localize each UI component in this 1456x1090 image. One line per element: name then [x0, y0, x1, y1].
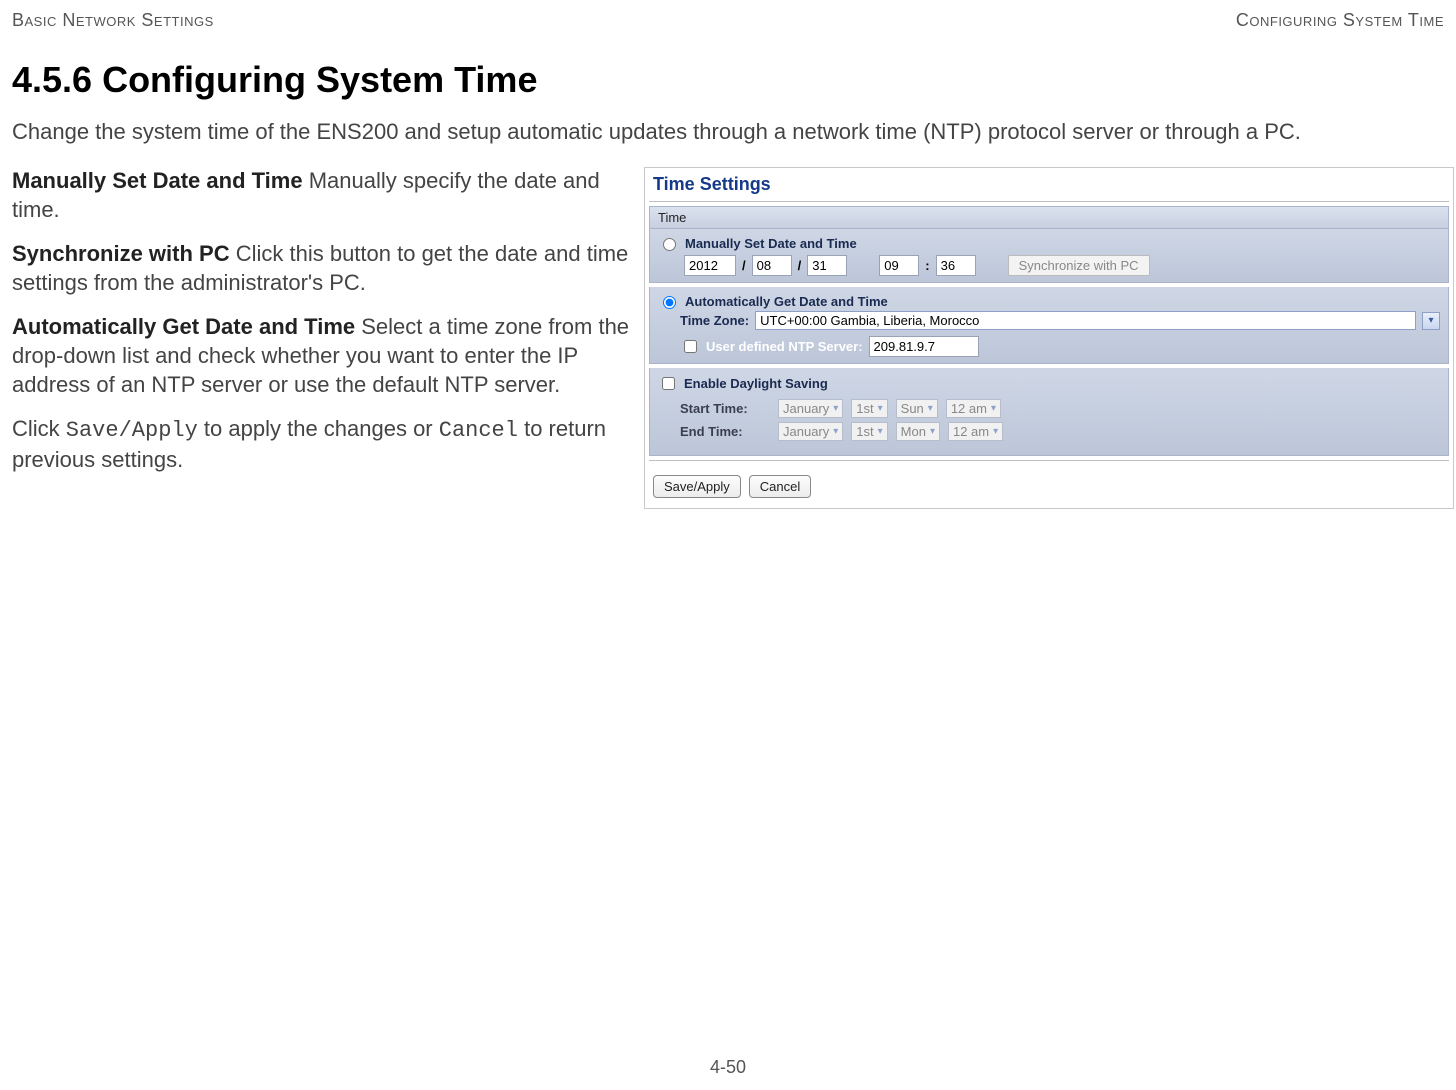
dst-start-week-select[interactable]: 1st▾ — [851, 399, 887, 418]
manual-date-row: / / : Synchronize with PC — [658, 251, 1440, 276]
dst-end-hour-select[interactable]: 12 am▾ — [948, 422, 1003, 441]
desc-auto-bold: Automatically Get Date and Time — [12, 314, 355, 339]
desc-sync: Synchronize with PC Click this button to… — [12, 240, 632, 297]
month-input[interactable] — [752, 255, 792, 276]
dst-start-month-select[interactable]: January▾ — [778, 399, 843, 418]
cancel-button[interactable]: Cancel — [749, 475, 811, 498]
divider — [649, 460, 1449, 461]
day-input[interactable] — [807, 255, 847, 276]
chevron-down-icon: ▾ — [878, 403, 883, 414]
ntp-label: User defined NTP Server: — [706, 339, 863, 354]
manual-radio[interactable] — [663, 238, 676, 251]
desc-sync-bold: Synchronize with PC — [12, 241, 230, 266]
save-apply-button[interactable]: Save/Apply — [653, 475, 741, 498]
dst-start-label: Start Time: — [680, 401, 770, 416]
time-section-header: Time — [649, 206, 1449, 229]
dst-start-day-select[interactable]: Sun▾ — [896, 399, 938, 418]
chevron-down-icon: ▾ — [878, 426, 883, 437]
intro-text: Change the system time of the ENS200 and… — [12, 119, 1444, 145]
auto-label: Automatically Get Date and Time — [685, 294, 888, 309]
dst-end-day-select[interactable]: Mon▾ — [896, 422, 940, 441]
timezone-label: Time Zone: — [680, 313, 749, 328]
dst-start-row: Start Time: January▾ 1st▾ Sun▾ 12 am▾ — [680, 399, 1440, 418]
dst-end-week-select[interactable]: 1st▾ — [851, 422, 887, 441]
header-right: Configuring System Time — [1236, 10, 1444, 31]
desc-manual: Manually Set Date and Time Manually spec… — [12, 167, 632, 224]
dst-end-row: End Time: January▾ 1st▾ Mon▾ 12 am▾ — [680, 422, 1440, 441]
date-sep-2: / — [798, 258, 802, 273]
dst-header: Enable Daylight Saving — [684, 376, 828, 391]
hour-input[interactable] — [879, 255, 919, 276]
description-column: Manually Set Date and Time Manually spec… — [12, 167, 632, 509]
desc-apply: Click Save/Apply to apply the changes or… — [12, 415, 632, 474]
desc-auto: Automatically Get Date and Time Select a… — [12, 313, 632, 399]
dst-checkbox[interactable] — [662, 377, 675, 390]
desc-apply-code2: Cancel — [439, 418, 518, 443]
chevron-down-icon: ▾ — [993, 426, 998, 437]
desc-apply-code1: Save/Apply — [66, 418, 198, 443]
page-number: 4-50 — [0, 1057, 1456, 1078]
chevron-down-icon: ▾ — [833, 403, 838, 414]
auto-radio[interactable] — [663, 296, 676, 309]
desc-apply-pre: Click — [12, 416, 66, 441]
manual-label: Manually Set Date and Time — [685, 236, 857, 251]
timezone-select[interactable]: UTC+00:00 Gambia, Liberia, Morocco — [755, 311, 1416, 330]
dst-end-month-select[interactable]: January▾ — [778, 422, 843, 441]
action-bar: Save/Apply Cancel — [645, 465, 1453, 508]
auto-section: Automatically Get Date and Time Time Zon… — [649, 287, 1449, 364]
minute-input[interactable] — [936, 255, 976, 276]
manual-section: Manually Set Date and Time / / : Synchro… — [649, 229, 1449, 283]
header-left: Basic Network Settings — [12, 10, 214, 31]
page-title: 4.5.6 Configuring System Time — [12, 59, 1444, 101]
ntp-server-input[interactable] — [869, 336, 979, 357]
panel-title: Time Settings — [645, 168, 1453, 201]
sync-with-pc-button[interactable]: Synchronize with PC — [1008, 255, 1150, 276]
chevron-down-icon: ▾ — [833, 426, 838, 437]
dst-section: Enable Daylight Saving Start Time: Janua… — [649, 368, 1449, 456]
chevron-down-icon: ▾ — [928, 403, 933, 414]
time-sep: : — [925, 258, 929, 273]
chevron-down-icon: ▾ — [991, 403, 996, 414]
desc-apply-mid: to apply the changes or — [198, 416, 439, 441]
dst-end-label: End Time: — [680, 424, 770, 439]
page-header: Basic Network Settings Configuring Syste… — [12, 10, 1444, 31]
chevron-down-icon: ▾ — [930, 426, 935, 437]
time-settings-panel: Time Settings Time Manually Set Date and… — [644, 167, 1454, 509]
date-sep-1: / — [742, 258, 746, 273]
year-input[interactable] — [684, 255, 736, 276]
chevron-down-icon[interactable]: ▾ — [1422, 312, 1440, 330]
dst-start-hour-select[interactable]: 12 am▾ — [946, 399, 1001, 418]
desc-manual-bold: Manually Set Date and Time — [12, 168, 303, 193]
ntp-checkbox[interactable] — [684, 340, 697, 353]
divider — [649, 201, 1449, 202]
